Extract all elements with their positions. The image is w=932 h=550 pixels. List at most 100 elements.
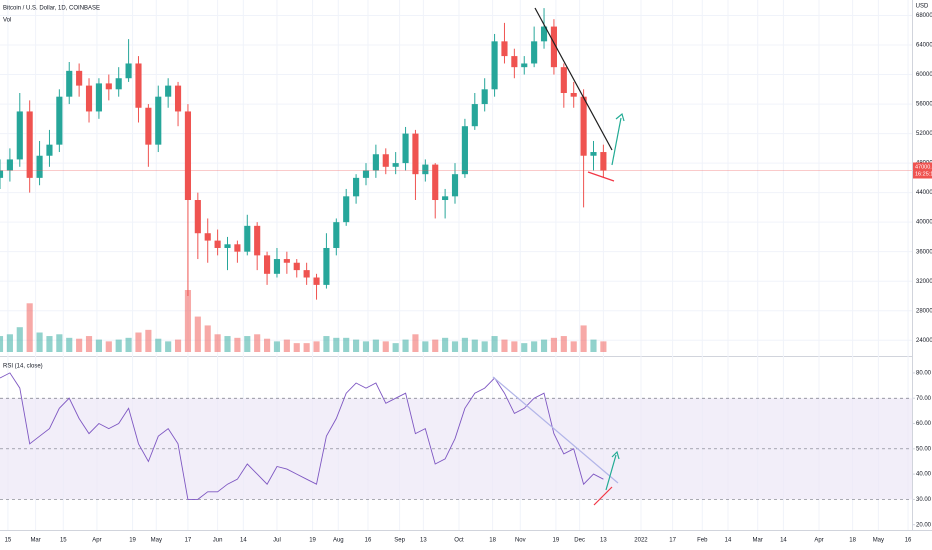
- volume-bar: [204, 325, 211, 352]
- x-tick-label: 17: [669, 538, 676, 544]
- candle-body: [16, 111, 23, 160]
- y-tick-label: 24000.00: [916, 338, 932, 344]
- trendline-support: [587, 171, 615, 182]
- candle-body: [392, 163, 399, 167]
- x-tick-label: Jul: [273, 538, 281, 544]
- x-tick-label: 2022: [634, 538, 648, 544]
- volume-bar: [343, 337, 350, 352]
- candle-body: [115, 78, 122, 90]
- volume-bar: [570, 341, 577, 352]
- x-tick-label: Jun: [213, 538, 223, 544]
- candle-body: [46, 144, 53, 156]
- volume-bar: [244, 336, 251, 352]
- candle-body: [85, 85, 93, 112]
- y-tick-label: 80.00: [916, 371, 932, 377]
- candle-body: [155, 96, 162, 145]
- volume-bar: [115, 339, 122, 352]
- volume-bar: [521, 343, 528, 352]
- candle-body: [56, 96, 63, 145]
- candle-body: [600, 152, 607, 171]
- candle-body: [204, 233, 211, 241]
- x-tick-label: 18: [489, 538, 496, 544]
- x-tick-label: May: [873, 538, 884, 544]
- volume-bar: [214, 334, 221, 352]
- rsi-arrow-head: [611, 450, 620, 460]
- volume-bar: [234, 337, 241, 352]
- candle-body: [451, 174, 459, 197]
- candle-body: [372, 154, 379, 171]
- volume-bar: [264, 338, 271, 352]
- volume-bar: [382, 341, 389, 352]
- candle-body: [76, 70, 83, 86]
- candle-body: [550, 26, 557, 68]
- volume-bar: [442, 337, 449, 352]
- candle-body: [382, 154, 389, 167]
- candle-body: [511, 56, 518, 68]
- candle-body: [353, 177, 360, 197]
- x-tick-label: 17: [185, 538, 192, 544]
- volume-bar: [461, 337, 468, 352]
- candle-body: [26, 111, 33, 178]
- x-tick-label: Feb: [697, 538, 708, 544]
- candle-body: [540, 26, 548, 42]
- candle-body: [145, 107, 152, 145]
- candle-body: [303, 270, 310, 278]
- chart-title: Bitcoin / U.S. Dollar, 1D, COINBASE: [3, 6, 100, 12]
- x-tick-label: 14: [725, 538, 732, 544]
- last-price-label: 47000.00: [915, 164, 932, 170]
- trendline: [534, 7, 613, 151]
- volume-bar: [531, 341, 538, 352]
- candle-body: [442, 196, 449, 201]
- y-tick-label: 68000.00: [916, 13, 932, 19]
- candle-body: [323, 247, 330, 285]
- rsi-title: RSI (14, close): [3, 364, 43, 370]
- arrow-head: [615, 112, 625, 122]
- volume-bar: [95, 339, 102, 352]
- candle-body: [95, 83, 102, 112]
- x-tick-label: Aug: [333, 538, 344, 544]
- volume-bar: [26, 303, 33, 352]
- y-tick-label: 40000.00: [916, 220, 932, 226]
- volume-bar: [313, 341, 320, 352]
- volume-bar: [254, 334, 261, 352]
- x-tick-label: Nov: [515, 538, 526, 544]
- x-tick-label: Apr: [814, 538, 823, 544]
- volume-bar: [0, 336, 4, 352]
- candle-body: [580, 96, 587, 156]
- volume-bar: [451, 341, 459, 352]
- candle-body: [313, 277, 320, 285]
- y-tick-label: 50.00: [916, 446, 932, 452]
- y-tick-label: 36000.00: [916, 249, 932, 255]
- rsi-divergence: [593, 486, 613, 506]
- volume-bar: [6, 334, 13, 352]
- candle-body: [194, 200, 201, 234]
- x-tick-label: Mar: [30, 538, 40, 544]
- volume-bar: [155, 338, 162, 352]
- x-tick-label: 19: [309, 538, 316, 544]
- candle-body: [135, 63, 142, 108]
- projection-arrow: [611, 117, 622, 166]
- rsi-arrow: [605, 454, 617, 491]
- candle-body: [293, 262, 300, 271]
- candle-body: [224, 244, 231, 248]
- candle-body: [273, 259, 281, 274]
- volume-bar: [392, 343, 399, 352]
- volume-bar: [333, 337, 340, 352]
- volume-bar: [432, 339, 439, 352]
- candle-body: [461, 126, 468, 175]
- x-tick-label: 14: [240, 538, 247, 544]
- volume-bar: [224, 336, 231, 352]
- candle-body: [66, 70, 73, 97]
- volume-bar: [145, 329, 152, 352]
- candle-body: [234, 244, 241, 252]
- volume-bar: [135, 332, 142, 352]
- x-tick-label: 16: [905, 538, 912, 544]
- y-tick-label: 52000.00: [916, 131, 932, 137]
- volume-bar: [125, 337, 132, 352]
- volume-bar: [85, 336, 93, 352]
- candle-body: [254, 225, 261, 256]
- x-tick-label: 13: [600, 538, 607, 544]
- x-tick-label: Mar: [753, 538, 763, 544]
